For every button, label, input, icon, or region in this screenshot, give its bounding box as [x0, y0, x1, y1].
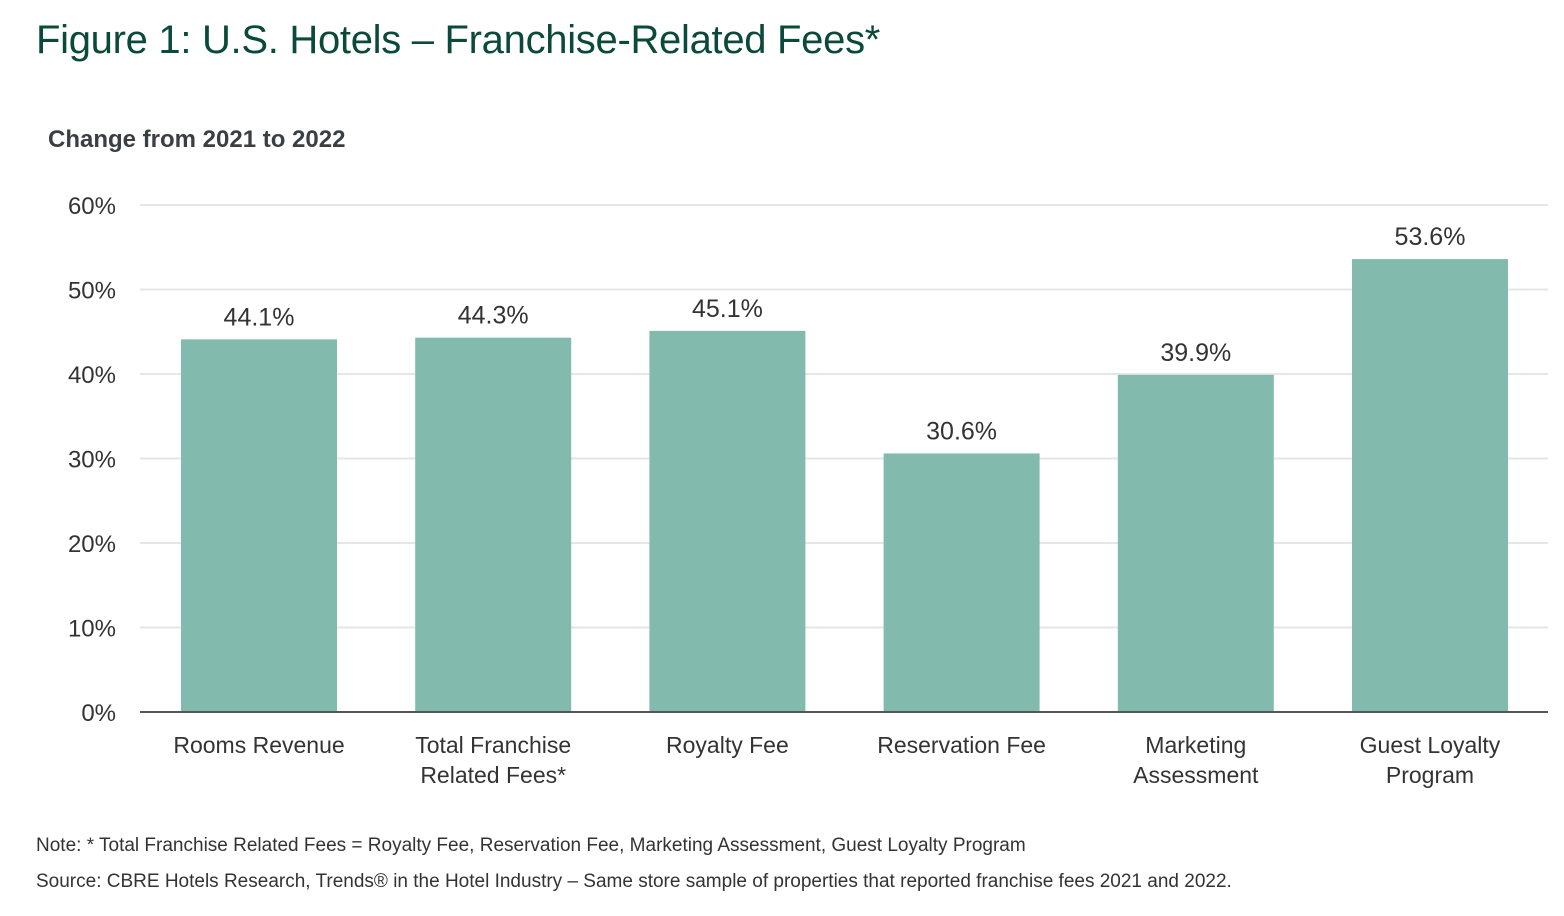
bar	[883, 453, 1040, 712]
x-tick-label: Rooms Revenue	[173, 732, 344, 758]
chart-subtitle: Change from 2021 to 2022	[48, 126, 346, 153]
x-tick-label: Program	[1386, 762, 1474, 788]
y-tick-label: 60%	[68, 193, 116, 220]
y-tick-label: 20%	[68, 531, 116, 558]
bar-value-label: 39.9%	[1160, 339, 1231, 367]
y-axis-tick-labels: 0% 10% 20% 30% 40% 50% 60%	[68, 193, 116, 727]
footnote-source: Source: CBRE Hotels Research, Trends® in…	[36, 871, 1232, 892]
footnote-note: Note: * Total Franchise Related Fees = R…	[36, 835, 1026, 856]
x-tick-label: Guest Loyalty	[1360, 732, 1501, 758]
y-tick-label: 0%	[81, 700, 116, 727]
y-tick-label: 30%	[68, 447, 116, 474]
y-tick-label: 50%	[68, 278, 116, 305]
bar	[649, 330, 806, 712]
y-tick-label: 40%	[68, 362, 116, 389]
x-tick-label: Royalty Fee	[666, 732, 789, 758]
bar-value-label: 45.1%	[692, 295, 763, 323]
x-tick-label: Related Fees*	[420, 762, 566, 788]
x-tick-label: Assessment	[1133, 762, 1259, 788]
x-tick-label: Total Franchise	[415, 732, 571, 758]
bar	[415, 337, 572, 712]
bars	[181, 259, 1508, 712]
x-tick-label: Reservation Fee	[877, 732, 1046, 758]
bar	[181, 339, 337, 712]
y-tick-label: 10%	[68, 616, 116, 643]
bar-value-label: 44.1%	[224, 303, 295, 331]
x-tick-label: Marketing	[1145, 732, 1246, 758]
figure-title: Figure 1: U.S. Hotels – Franchise-Relate…	[36, 18, 881, 62]
bar	[1352, 259, 1508, 712]
bar-value-label: 53.6%	[1395, 223, 1466, 251]
bar-value-labels: 44.1% 44.3% 45.1% 30.6% 39.9% 53.6%	[224, 223, 1466, 445]
gridlines	[140, 204, 1548, 629]
bar	[1117, 374, 1274, 712]
x-axis-category-labels: Rooms Revenue Total Franchise Related Fees…	[173, 732, 1500, 788]
bar-value-label: 30.6%	[926, 417, 997, 445]
bar-value-label: 44.3%	[458, 302, 529, 330]
